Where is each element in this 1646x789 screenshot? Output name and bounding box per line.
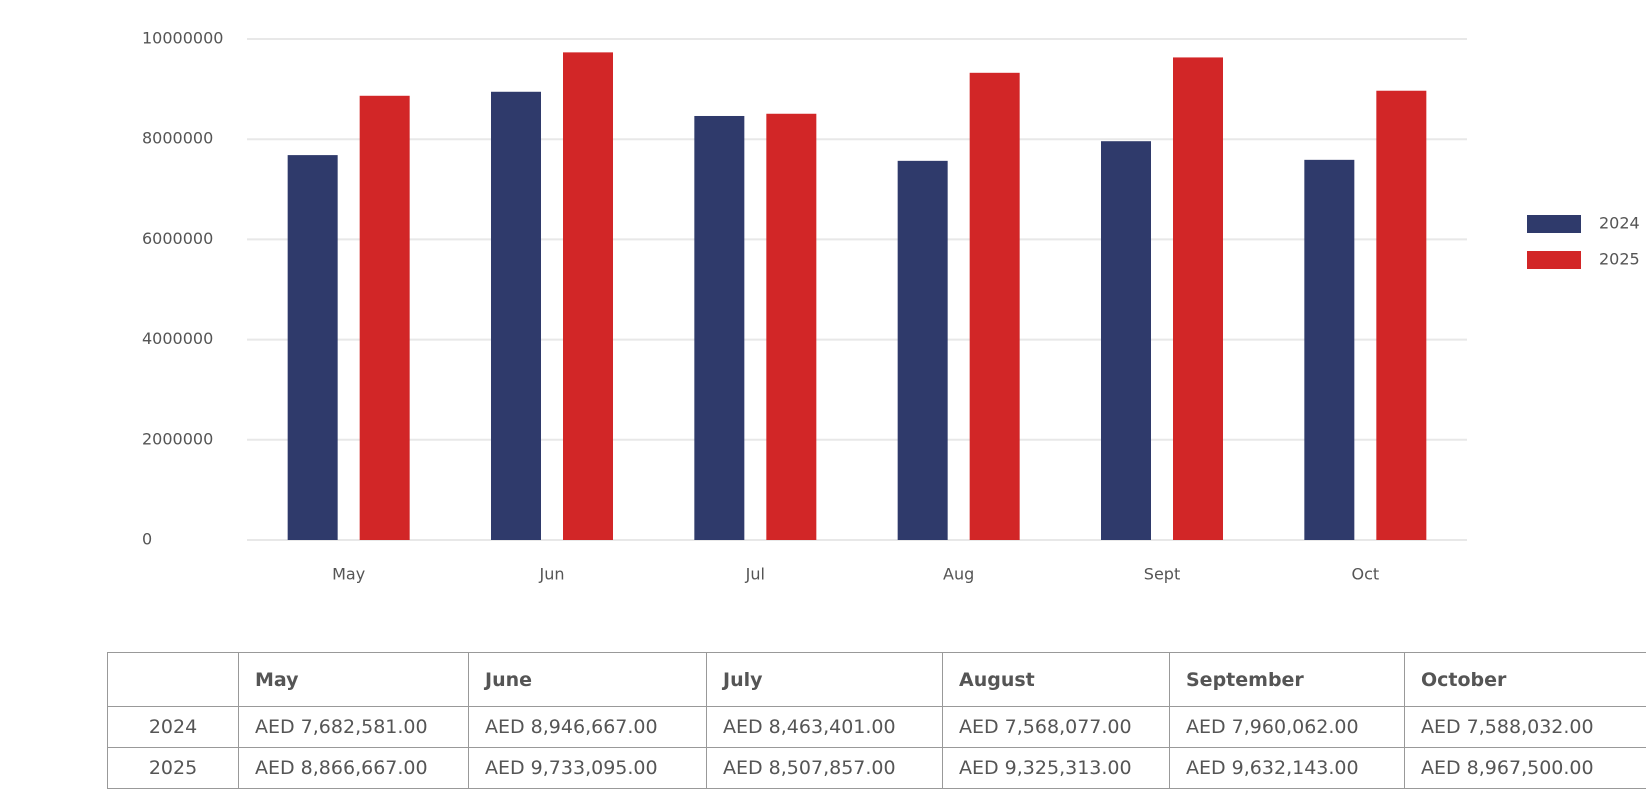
table-cell: [107, 652, 239, 707]
bar: [969, 72, 1020, 540]
table-cell: AED 7,588,032.00: [1404, 706, 1646, 748]
table-cell: 2024: [107, 706, 239, 748]
table-cell: AED 7,682,581.00: [238, 706, 469, 748]
legend-swatch: [1527, 251, 1581, 269]
table-cell: September: [1169, 652, 1405, 707]
table-cell: May: [238, 652, 469, 707]
data-table: May June July August September October 2024 AED…: [107, 652, 1646, 789]
table-cell: AED 8,507,857.00: [706, 747, 943, 789]
legend-label: 2024: [1599, 214, 1640, 233]
x-tick-label: Aug: [943, 565, 974, 584]
x-tick-label: Jun: [539, 565, 565, 584]
table-cell: AED 8,946,667.00: [468, 706, 707, 748]
table-cell: AED 7,960,062.00: [1169, 706, 1405, 748]
bar: [563, 52, 613, 540]
table-cell: AED 7,568,077.00: [942, 706, 1170, 748]
bar: [766, 113, 817, 541]
legend-label: 2025: [1599, 250, 1640, 269]
y-tick-label: 0: [142, 530, 152, 549]
table-cell: 2025: [107, 747, 239, 789]
bar: [1101, 141, 1151, 540]
bar: [694, 115, 745, 540]
bar: [897, 160, 948, 540]
table-cell: October: [1404, 652, 1646, 707]
y-tick-label: 10000000: [142, 29, 223, 48]
table-cell: AED 8,967,500.00: [1404, 747, 1646, 789]
x-tick-label: Oct: [1351, 565, 1379, 584]
table-cell: June: [468, 652, 707, 707]
bar: [491, 91, 541, 541]
x-tick-label: Sept: [1144, 565, 1180, 584]
y-tick-label: 8000000: [142, 129, 213, 148]
bar: [1304, 159, 1355, 540]
bar: [1376, 90, 1427, 541]
y-tick-label: 4000000: [142, 329, 213, 348]
table-cell: AED 9,325,313.00: [942, 747, 1170, 789]
bar: [359, 95, 410, 541]
y-tick-label: 2000000: [142, 429, 213, 448]
table-cell: July: [706, 652, 943, 707]
table-cell: August: [942, 652, 1170, 707]
y-tick-label: 6000000: [142, 229, 213, 248]
table-cell: AED 8,866,667.00: [238, 747, 469, 789]
table-cell: AED 9,733,095.00: [468, 747, 707, 789]
bar: [1173, 57, 1223, 541]
legend-swatch: [1527, 215, 1581, 233]
bar: [287, 155, 338, 540]
table-cell: AED 8,463,401.00: [706, 706, 943, 748]
table-cell: AED 9,632,143.00: [1169, 747, 1405, 789]
x-tick-label: May: [332, 565, 365, 584]
chart: 0 2000000 4000000 6000000 8000000 10000000 May…: [142, 29, 1640, 584]
x-tick-label: Jul: [745, 565, 765, 584]
